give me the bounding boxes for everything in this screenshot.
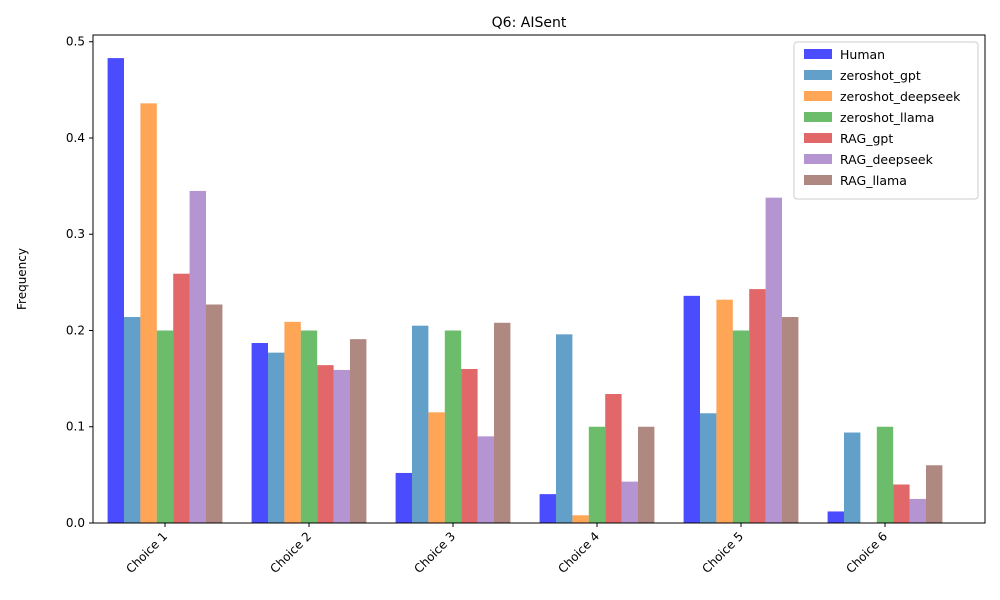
legend-swatch-RAG_gpt bbox=[804, 133, 832, 143]
bar-RAG_gpt-choice-2 bbox=[317, 365, 334, 523]
bar-zeroshot_llama-choice-3 bbox=[444, 330, 462, 523]
y-axis-label: Frequency bbox=[15, 248, 29, 310]
bar-RAG_llama-choice-3 bbox=[494, 322, 511, 523]
bar-Human-choice-2 bbox=[251, 343, 268, 523]
bar-Human-choice-4 bbox=[539, 494, 556, 523]
y-tick-label: 0.0 bbox=[66, 516, 85, 530]
bar-RAG_llama-choice-2 bbox=[350, 339, 367, 523]
bar-RAG_deepseek-choice-4 bbox=[621, 481, 638, 523]
bar-zeroshot_deepseek-choice-3 bbox=[428, 412, 445, 523]
x-tick-label: Choice 2 bbox=[267, 529, 314, 576]
bar-RAG_gpt-choice-4 bbox=[605, 394, 622, 523]
bar-RAG_deepseek-choice-1 bbox=[189, 190, 206, 523]
x-tick-label: Choice 5 bbox=[699, 529, 746, 576]
bar-RAG_deepseek-choice-3 bbox=[477, 436, 494, 523]
bar-RAG_deepseek-choice-2 bbox=[333, 369, 350, 523]
bar-zeroshot_llama-choice-2 bbox=[300, 330, 318, 523]
legend-frame bbox=[793, 41, 979, 200]
bar-zeroshot_gpt-choice-1 bbox=[124, 317, 141, 523]
legend-swatch-Human bbox=[804, 49, 832, 59]
bar-RAG_llama-choice-5 bbox=[782, 317, 799, 523]
legend: Human zeroshot_gpt zeroshot_deepseekzerosh… bbox=[793, 41, 979, 200]
bar-zeroshot_llama-choice-6 bbox=[876, 426, 894, 523]
legend-swatch-RAG_deepseek bbox=[804, 154, 832, 164]
y-tick-label: 0.5 bbox=[66, 35, 85, 49]
bar-zeroshot_gpt-choice-4 bbox=[556, 334, 573, 523]
legend-label-RAG_llama: RAG_llama bbox=[840, 173, 907, 188]
bar-RAG_gpt-choice-1 bbox=[173, 273, 190, 523]
legend-label-Human: Human bbox=[840, 47, 885, 62]
bar-zeroshot_deepseek-choice-5 bbox=[716, 299, 733, 523]
y-tick-label: 0.2 bbox=[66, 323, 85, 337]
legend-label-zeroshot_deepseek: zeroshot_deepseek bbox=[840, 89, 961, 104]
bar-zeroshot_deepseek-choice-2 bbox=[284, 321, 301, 523]
bar-Human-choice-3 bbox=[395, 472, 412, 523]
legend-swatch-zeroshot_gpt bbox=[804, 70, 832, 80]
y-tick-label: 0.1 bbox=[66, 420, 85, 434]
legend-label-zeroshot_gpt: zeroshot_gpt bbox=[840, 68, 921, 83]
bar-zeroshot_llama-choice-4 bbox=[588, 426, 606, 523]
y-tick-label: 0.4 bbox=[66, 131, 85, 145]
bar-RAG_deepseek-choice-6 bbox=[909, 498, 926, 523]
bar-zeroshot_llama-choice-1 bbox=[156, 330, 174, 523]
bar-RAG_llama-choice-4 bbox=[638, 426, 655, 523]
bar-Human-choice-6 bbox=[827, 511, 844, 523]
chart-title: Q6: AISent bbox=[492, 15, 567, 31]
bar-RAG_deepseek-choice-5 bbox=[765, 197, 782, 523]
bar-zeroshot_gpt-choice-2 bbox=[268, 352, 285, 523]
bar-zeroshot_deepseek-choice-1 bbox=[140, 103, 157, 524]
bar-zeroshot_gpt-choice-6 bbox=[844, 432, 861, 523]
bar-zeroshot_llama-choice-5 bbox=[732, 330, 750, 523]
bar-RAG_llama-choice-6 bbox=[926, 465, 943, 523]
bar-Human-choice-5 bbox=[683, 295, 700, 523]
legend-swatch-zeroshot_llama bbox=[804, 112, 832, 122]
x-tick-label: Choice 1 bbox=[123, 529, 170, 576]
bar-zeroshot_deepseek-choice-4 bbox=[572, 515, 589, 523]
legend-swatch-zeroshot_deepseek bbox=[804, 91, 832, 101]
x-axis: Choice 1 Choice 2 Choice 3 Choice 4 Choice 5… bbox=[123, 523, 890, 576]
bar-RAG_llama-choice-1 bbox=[206, 304, 223, 523]
bars-group bbox=[107, 58, 943, 524]
y-axis: 0.0 0.1 0.2 0.3 0.4 0.5 bbox=[66, 35, 93, 530]
x-tick-label: Choice 3 bbox=[411, 529, 458, 576]
bar-zeroshot_gpt-choice-3 bbox=[412, 325, 429, 523]
legend-label-zeroshot_llama: zeroshot_llama bbox=[840, 110, 934, 125]
bar-RAG_gpt-choice-3 bbox=[461, 368, 478, 523]
legend-swatch-RAG_llama bbox=[804, 175, 832, 185]
x-tick-label: Choice 4 bbox=[555, 529, 602, 576]
y-tick-label: 0.3 bbox=[66, 227, 85, 241]
bar-RAG_gpt-choice-6 bbox=[893, 484, 910, 523]
bar-zeroshot_gpt-choice-5 bbox=[700, 413, 717, 523]
legend-label-RAG_deepseek: RAG_deepseek bbox=[840, 152, 934, 167]
plot-frame bbox=[92, 34, 986, 524]
bar-RAG_gpt-choice-5 bbox=[749, 289, 766, 523]
legend-label-RAG_gpt: RAG_gpt bbox=[840, 131, 893, 146]
bar-Human-choice-1 bbox=[107, 58, 124, 524]
x-tick-label: Choice 6 bbox=[843, 529, 890, 576]
